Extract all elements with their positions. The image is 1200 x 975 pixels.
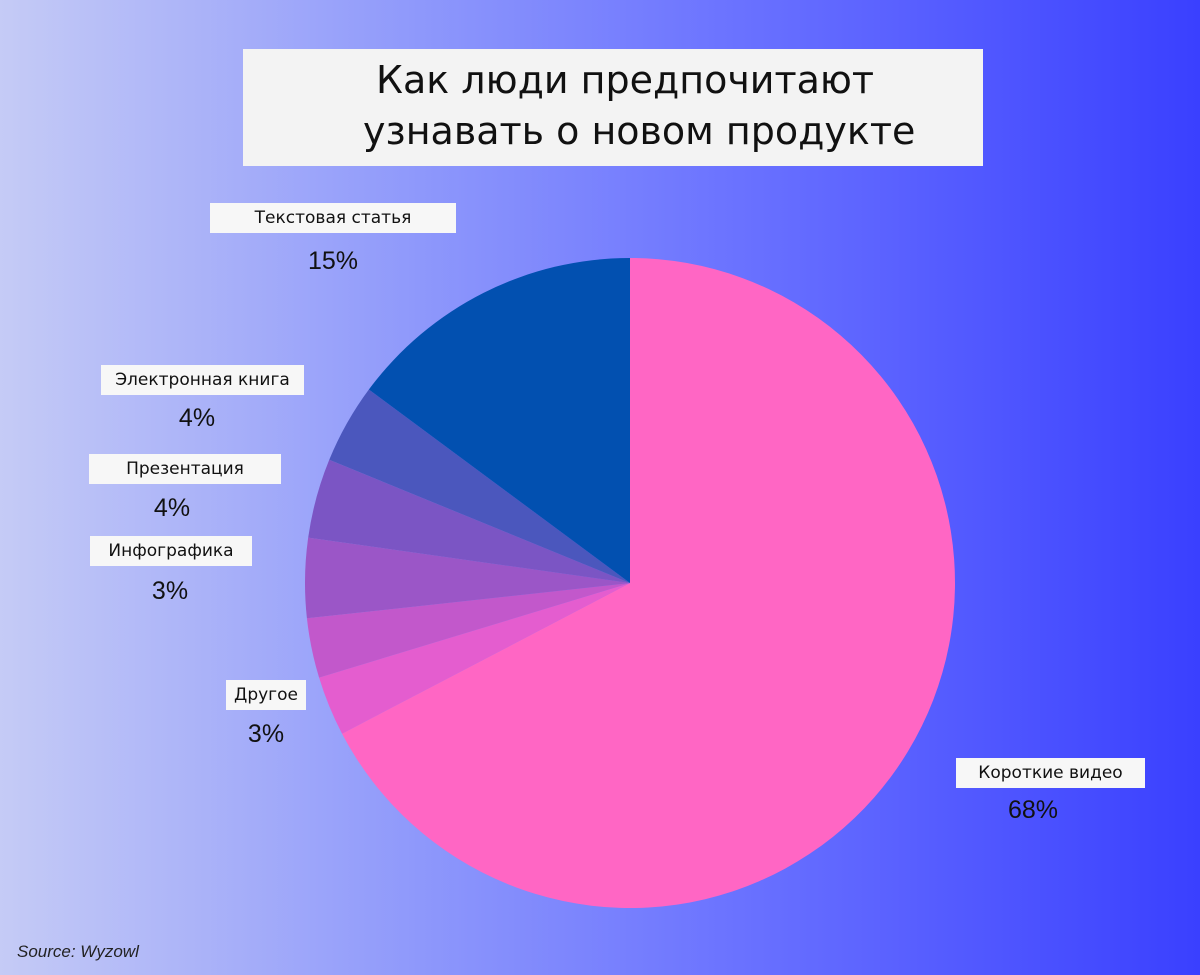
label-other: Другое	[226, 680, 306, 710]
pie-slice-2	[306, 583, 630, 678]
pct-short-video: 68%	[1007, 796, 1059, 824]
source-note: Source: Wyzowl	[17, 942, 139, 961]
pie-slice-3	[304, 537, 630, 619]
pct-ebook: 4%	[178, 404, 216, 432]
pct-other: 3%	[247, 720, 285, 748]
label-infographic: Инфографика	[90, 536, 252, 566]
pie-slice-0	[342, 258, 956, 908]
pct-presentation: 4%	[153, 494, 191, 522]
chart-title-line-1: Как люди предпочитают	[376, 58, 875, 102]
pct-infographic: 3%	[151, 577, 189, 605]
pie-slice-4	[308, 459, 630, 583]
label-ebook: Электронная книга	[101, 365, 304, 395]
pie-slice-1	[319, 583, 630, 734]
pie-slice-5	[329, 389, 630, 583]
label-text-article: Текстовая статья	[210, 203, 456, 233]
label-presentation: Презентация	[89, 454, 281, 484]
chart-title-line-2: узнавать о новом продукте	[363, 109, 916, 153]
pie-slice-6	[368, 258, 630, 583]
chart-title-box: Как люди предпочитают узнавать о новом п…	[243, 49, 983, 166]
pct-text-article: 15%	[307, 247, 359, 275]
label-short-video: Короткие видео	[956, 758, 1145, 788]
